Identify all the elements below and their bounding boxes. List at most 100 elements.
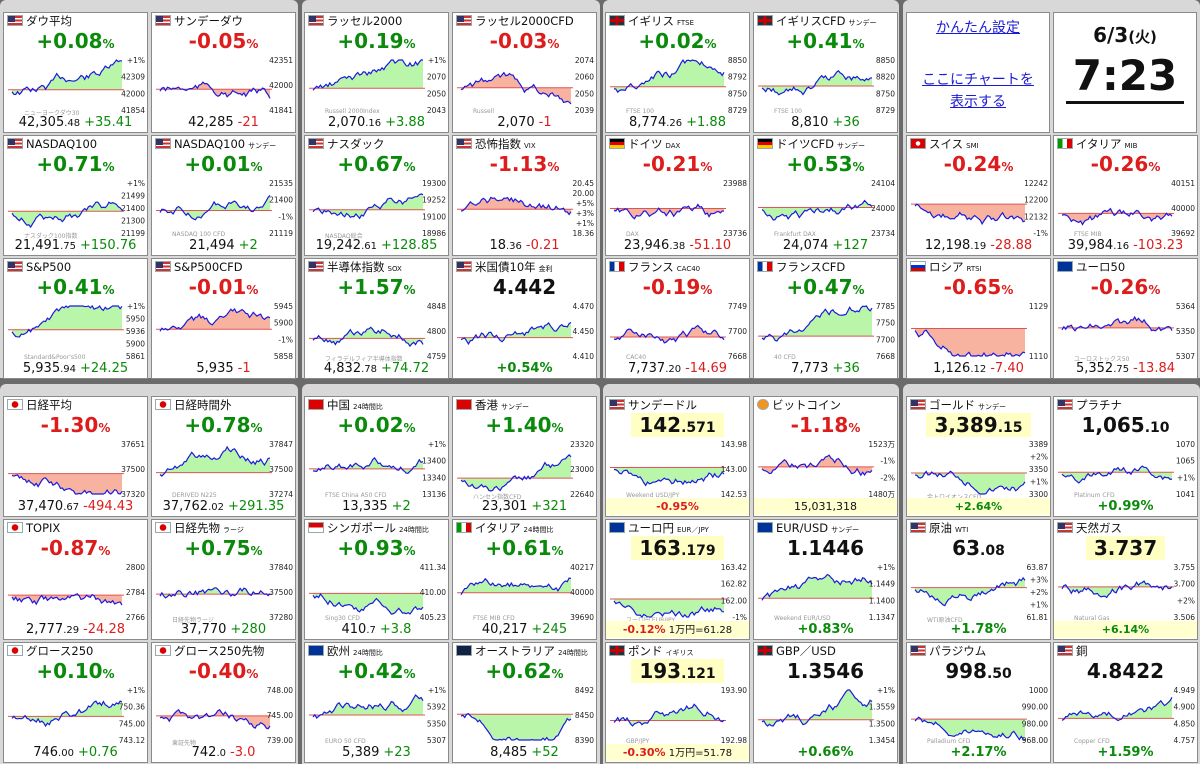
tile-vix[interactable]: 恐怖指数 VIX -1.13% 20.45 20.00 +5% +3% +1% 18.36 18.… [452, 135, 597, 256]
axis-label: +1% [1030, 601, 1048, 610]
tile-gbpusd[interactable]: GBP／USD 1.3546 +1% 1.3559 1.3500 1.3454 +0.66% [753, 642, 898, 763]
axis-label: 19300 [422, 179, 446, 188]
footer-change: +6.14% [1101, 623, 1150, 636]
footer-change: -0.30% [622, 746, 666, 759]
tile-smi[interactable]: スイス SMI -0.24% 12242 12200 12132 -1% 12,198.19-… [906, 135, 1051, 256]
tile-title: スイス SMI [910, 137, 979, 152]
tile-title: プラチナ [1057, 398, 1122, 413]
tile-ng[interactable]: 天然ガス 3.737 3.755 3.700 +2% 3.506 Natural Gas +6… [1053, 519, 1198, 640]
footer-change: +0.76 [77, 745, 118, 760]
axis-label: 411.34 [420, 563, 446, 572]
tile-title: 中国 24時間比 [308, 398, 383, 413]
chart-line [1061, 207, 1173, 226]
footer-change: +280 [230, 622, 267, 637]
tile-plat[interactable]: プラチナ 1,065.10 1070 1065 +1% 1041 Platinum CFD +… [1053, 396, 1198, 517]
price-chart: 5364 5350 5307 [1058, 302, 1195, 361]
tile-dax_cfd[interactable]: ドイツCFD サンデー +0.53% 24104 24000 23734 Frankfurt… [753, 135, 898, 256]
tile-eurjpy[interactable]: ユーロ円EUR／JPY163.179163.42162.82162.00-1%ユ… [605, 519, 750, 640]
tile-hk[interactable]: 香港 サンデー +1.40% 23320 23000 22640 ハンセン指数CFD 23,3… [452, 396, 597, 517]
tile-g250_fut[interactable]: グロース250先物 -0.40% 748.00 745.00 739.00 東証先物 742… [151, 642, 296, 763]
tile-rus[interactable]: ラッセル2000 +0.19% +1% 2070 2050 2043 Russell 200… [304, 12, 449, 133]
axis-label: 2074 [575, 56, 594, 65]
footer-price-int: 8,485 [490, 745, 528, 760]
tile-ndq_sun[interactable]: NASDAQ100 サンデー +0.01% 21535 21400 -1% 21119 NAS… [151, 135, 296, 256]
tile-g250[interactable]: グロース250 +0.10% +1% 750.36 745.00 743.12 746.00… [3, 642, 148, 763]
tile-change-percent: +0.75% [152, 535, 295, 561]
axis-label: 42000 [121, 89, 145, 98]
tile-rus_cfd[interactable]: ラッセル2000CFD -0.03% 2074 2060 2050 2039 Russell… [452, 12, 597, 133]
tile-ftse_cfd[interactable]: イギリスCFD サンデー +0.41% 8850 8820 8750 8729 FTSE 10… [753, 12, 898, 133]
tile-change-percent: +0.08% [4, 28, 147, 54]
tile-dow_sun[interactable]: サンデーダウ -0.05% 42351 42000 41841 42,285 -21 [151, 12, 296, 133]
chart-area [160, 82, 270, 99]
axis-label: 4.850 [1174, 719, 1196, 728]
tile-wti[interactable]: 原油 WTI 63.08 63.87 +3% +2% +1% 61.81 WTI原油CFD +1.… [906, 519, 1051, 640]
tile-title: グロース250先物 [155, 644, 264, 659]
tile-spx[interactable]: S&P500 +0.41% +1% 5950 5936 5900 5861 Standard&… [3, 258, 148, 379]
flag-icon [7, 138, 23, 149]
axis-label: 5392 [427, 703, 446, 712]
tile-us10[interactable]: 米国債10年 金利 4.442 4.470 4.450 4.410 +0.54% [452, 258, 597, 379]
tile-cac[interactable]: フランス CAC40 -0.19% 7749 7700 7668 CAC40 7,737.20… [605, 258, 750, 379]
tile-footer: 19,242.61 +128.85 [305, 237, 448, 254]
tile-eu24[interactable]: 欧州 24時間比 +0.42% +1% 5392 5350 5307 EURO 50 CFD 5… [304, 642, 449, 763]
price-chart: 8850 8792 8750 8729 [610, 56, 747, 115]
tile-title: 欧州 24時間比 [308, 644, 383, 659]
tile-title: ゴールド サンデー [910, 398, 1006, 413]
tile-subtitle: イギリス [665, 649, 694, 657]
clock-panel: 6/3(火) 7:23 [1053, 12, 1197, 133]
chart-line [11, 474, 123, 495]
tile-footer: 1,126.12 -7.40 [907, 360, 1050, 377]
flag-icon [757, 522, 773, 533]
tile-n225[interactable]: 日経平均 -1.30% 37651 37500 37320 37,470.67 -494.4… [3, 396, 148, 517]
tile-price: 1.3546 [754, 658, 897, 684]
chart-area [313, 193, 423, 219]
tile-topix[interactable]: TOPIX -0.87% 2800 2784 2766 2,777.29 -24.28 [3, 519, 148, 640]
tile-it24[interactable]: イタリア 24時間比 +0.61% 40217 40000 39690 FTSE MIB C… [452, 519, 597, 640]
tile-ndq[interactable]: NASDAQ100 +0.71% +1% 21499 21400 21300 21199 ナス… [3, 135, 148, 256]
tile-usdjpy[interactable]: サンデードル 142.571 143.98 143.00 142.53 Weekend U… [605, 396, 750, 517]
tile-dax[interactable]: ドイツ DAX -0.21% 23988 23736 DAX 23,946.38 -51.10 [605, 135, 750, 256]
tile-title: 天然ガス [1057, 521, 1122, 536]
tile-n225_ext[interactable]: 日経時間外 +0.78% 37847 37500 37274 DERIVED N225 37… [151, 396, 296, 517]
tile-sg[interactable]: シンガポール 24時間比 +0.93% 411.34 410.00 405.23 Sing3… [304, 519, 449, 640]
tile-rts[interactable]: ロシア RTSI -0.65% 1129 1110 1,126.12 -7.40 [906, 258, 1051, 379]
add-chart-link[interactable]: ここにチャートを 表示する [907, 69, 1049, 113]
tile-cu[interactable]: 銅 4.8422 4.949 4.900 4.850 4.757 Copper CFD +1.… [1053, 642, 1198, 763]
footer-change: +35.41 [84, 115, 133, 130]
axis-label: 5945 [274, 302, 293, 311]
axis-label: 5307 [1176, 352, 1195, 361]
tile-sox[interactable]: 半導体指数 SOX +1.57% 4848 4800 4759 フィラデルフィア半導体指数 4… [304, 258, 449, 379]
tile-nas[interactable]: ナスダック +0.67% 19300 19252 19100 18986 NASDAQ総合 1… [304, 135, 449, 256]
tile-gold[interactable]: ゴールドサンデー3,389.153389+2%3350+1%3300金トロイオン… [906, 396, 1051, 517]
tile-dow[interactable]: ダウ平均 +0.08% +1% 42309 42000 41854 ニューヨークダウ30 42… [3, 12, 148, 133]
tile-cn[interactable]: 中国 24時間比 +0.02% +1% 13400 13340 13136 FTSE Chin… [304, 396, 449, 517]
chart-line [312, 694, 424, 719]
tile-eu50[interactable]: ユーロ50 -0.26% 5364 5350 5307 ユーロストックス50 5,352.7… [1053, 258, 1198, 379]
tile-price-box: 1.1446 [787, 536, 864, 560]
tile-mib[interactable]: イタリア MIB -0.26% 40151 40000 39692 FTSE MIB 39,9… [1053, 135, 1198, 256]
chart-line [914, 716, 1026, 741]
tile-title-text: 半導体指数 [327, 260, 385, 274]
tile-cac_cfd[interactable]: フランスCFD +0.47% 7785 7750 7700 7668 40 CFD 7,773… [753, 258, 898, 379]
tile-title: サンデーダウ [155, 14, 243, 29]
tile-gbpjpy[interactable]: ポンド イギリス 193.121 193.90 192.98 GBP/JPY -0.30% … [605, 642, 750, 763]
tile-spx_cfd[interactable]: S&P500CFD -0.01% 5945 5900 -1% 5858 5,935 -1 [151, 258, 296, 379]
axis-label: -1% [278, 212, 293, 221]
tile-btc[interactable]: ビットコイン -1.18% 1523万 -1% -2% 1480万 15,031,318 [753, 396, 898, 517]
tile-pd[interactable]: パラジウム 998.50 1000 990.00 980.00 968.00 Palladi… [906, 642, 1051, 763]
change-unit: % [1001, 283, 1014, 297]
tile-au[interactable]: オーストラリア 24時間比 +0.62% 8492 8450 8390 8,485 +52 [452, 642, 597, 763]
price-dec: .571 [681, 420, 716, 436]
chart-watermark: Frankfurt DAX [774, 231, 816, 238]
tile-footer: 12,198.19 -28.88 [907, 237, 1050, 254]
tile-footer: 5,389 +23 [305, 744, 448, 761]
flag-icon [456, 645, 472, 656]
axis-label: 5858 [274, 352, 293, 361]
tile-title: フランスCFD [757, 260, 845, 275]
tile-eurusd[interactable]: EUR/USD サンデー 1.1446 +1% 1.1449 1.1400 1.1347 We… [753, 519, 898, 640]
chart-watermark: EURO 50 CFD [325, 738, 366, 745]
tile-n225_fut[interactable]: 日経先物 ラージ +0.75% 37840 37500 37280 日経先物ラージ 37,77… [151, 519, 296, 640]
easy-settings-link[interactable]: かんたん設定 [936, 20, 1020, 36]
tile-ftse[interactable]: イギリス FTSE +0.02% 8850 8792 8750 8729 FTSE 100 8,… [605, 12, 750, 133]
